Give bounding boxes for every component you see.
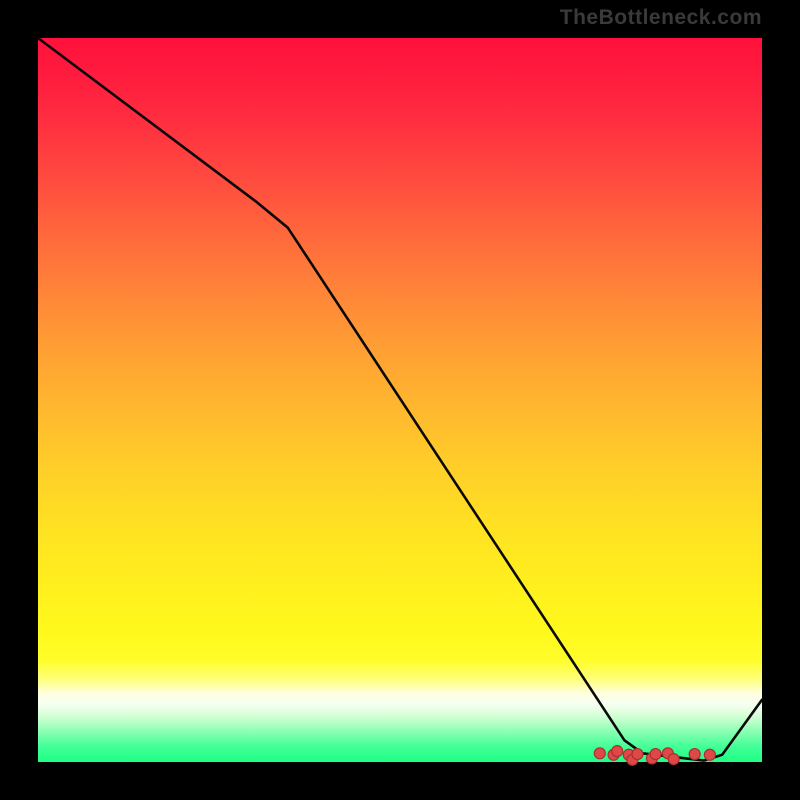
data-marker	[650, 749, 661, 760]
data-marker	[704, 749, 715, 760]
data-marker	[632, 749, 643, 760]
bottleneck-curve	[38, 38, 762, 761]
watermark-text: TheBottleneck.com	[560, 6, 762, 30]
data-marker	[594, 748, 605, 759]
data-marker	[689, 749, 700, 760]
data-marker	[668, 754, 679, 765]
data-marker	[612, 746, 623, 757]
marker-cluster	[594, 746, 715, 766]
chart-overlay	[0, 0, 800, 800]
